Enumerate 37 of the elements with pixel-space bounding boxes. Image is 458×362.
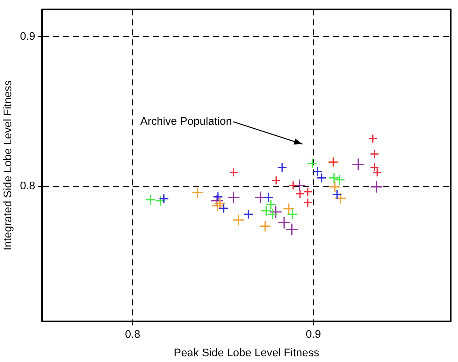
point <box>159 194 170 204</box>
point <box>296 189 305 199</box>
point <box>352 158 365 171</box>
y-axis-title: Integrated Side Lobe Level Fitness <box>2 80 15 251</box>
point <box>266 199 277 210</box>
point <box>218 203 230 214</box>
point <box>244 209 254 220</box>
point <box>332 190 342 200</box>
point <box>232 214 245 226</box>
point <box>272 176 281 186</box>
point <box>229 168 239 178</box>
point <box>254 191 268 204</box>
point <box>228 191 240 204</box>
point <box>307 158 318 170</box>
point <box>145 194 156 206</box>
point <box>288 181 298 190</box>
point <box>303 198 313 208</box>
x-axis-title: Peak Side Lobe Level Fitness <box>174 347 320 360</box>
point <box>303 187 313 197</box>
point <box>155 195 166 206</box>
point <box>370 180 384 194</box>
point <box>213 192 224 202</box>
point <box>334 192 347 204</box>
point <box>283 203 295 215</box>
point <box>210 194 224 208</box>
point <box>370 150 380 159</box>
point <box>368 134 378 144</box>
point <box>212 200 224 212</box>
point <box>192 186 204 199</box>
point <box>329 181 342 194</box>
point <box>259 220 272 232</box>
point <box>270 206 282 219</box>
point <box>214 198 226 210</box>
point <box>264 192 274 203</box>
point <box>287 208 298 220</box>
annotation: Archive Population <box>140 116 232 128</box>
point <box>277 162 288 173</box>
